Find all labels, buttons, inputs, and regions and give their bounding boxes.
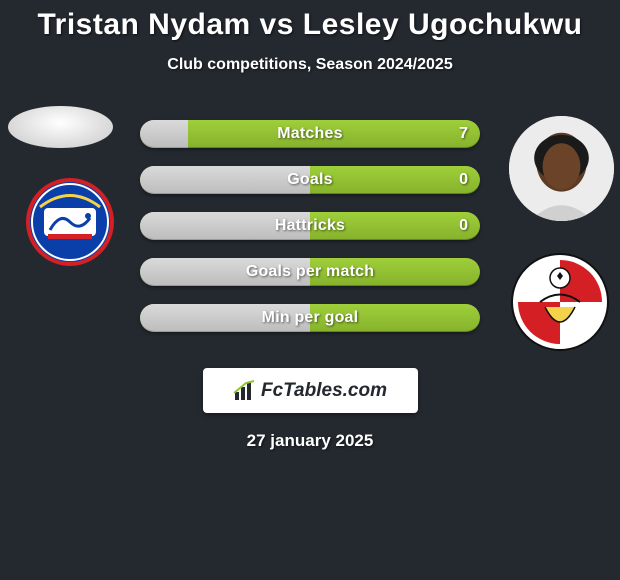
bar-label: Min per goal xyxy=(140,304,480,332)
player-right-avatar xyxy=(509,116,614,221)
bar-label: Hattricks xyxy=(140,212,480,240)
bar-value: 7 xyxy=(459,120,468,148)
club-right-badge xyxy=(510,252,610,352)
stat-bar-goals: Goals0 xyxy=(140,166,480,194)
stat-bar-goals-per-match: Goals per match xyxy=(140,258,480,286)
stat-bars: Matches7Goals0Hattricks0Goals per matchM… xyxy=(140,120,480,350)
bar-label: Goals xyxy=(140,166,480,194)
bar-value: 0 xyxy=(459,212,468,240)
bar-value: 0 xyxy=(459,166,468,194)
page-title: Tristan Nydam vs Lesley Ugochukwu xyxy=(0,0,620,42)
bars-icon xyxy=(233,380,257,402)
club-left-badge xyxy=(20,172,120,256)
source-logo: FcTables.com xyxy=(203,368,418,413)
stat-bar-hattricks: Hattricks0 xyxy=(140,212,480,240)
stat-bar-matches: Matches7 xyxy=(140,120,480,148)
bar-label: Goals per match xyxy=(140,258,480,286)
snapshot-date: 27 january 2025 xyxy=(0,431,620,451)
stat-bar-min-per-goal: Min per goal xyxy=(140,304,480,332)
subtitle: Club competitions, Season 2024/2025 xyxy=(0,56,620,74)
player-left-avatar xyxy=(8,106,113,148)
bar-label: Matches xyxy=(140,120,480,148)
comparison-stage: Matches7Goals0Hattricks0Goals per matchM… xyxy=(0,110,620,360)
source-logo-text: FcTables.com xyxy=(261,380,387,402)
